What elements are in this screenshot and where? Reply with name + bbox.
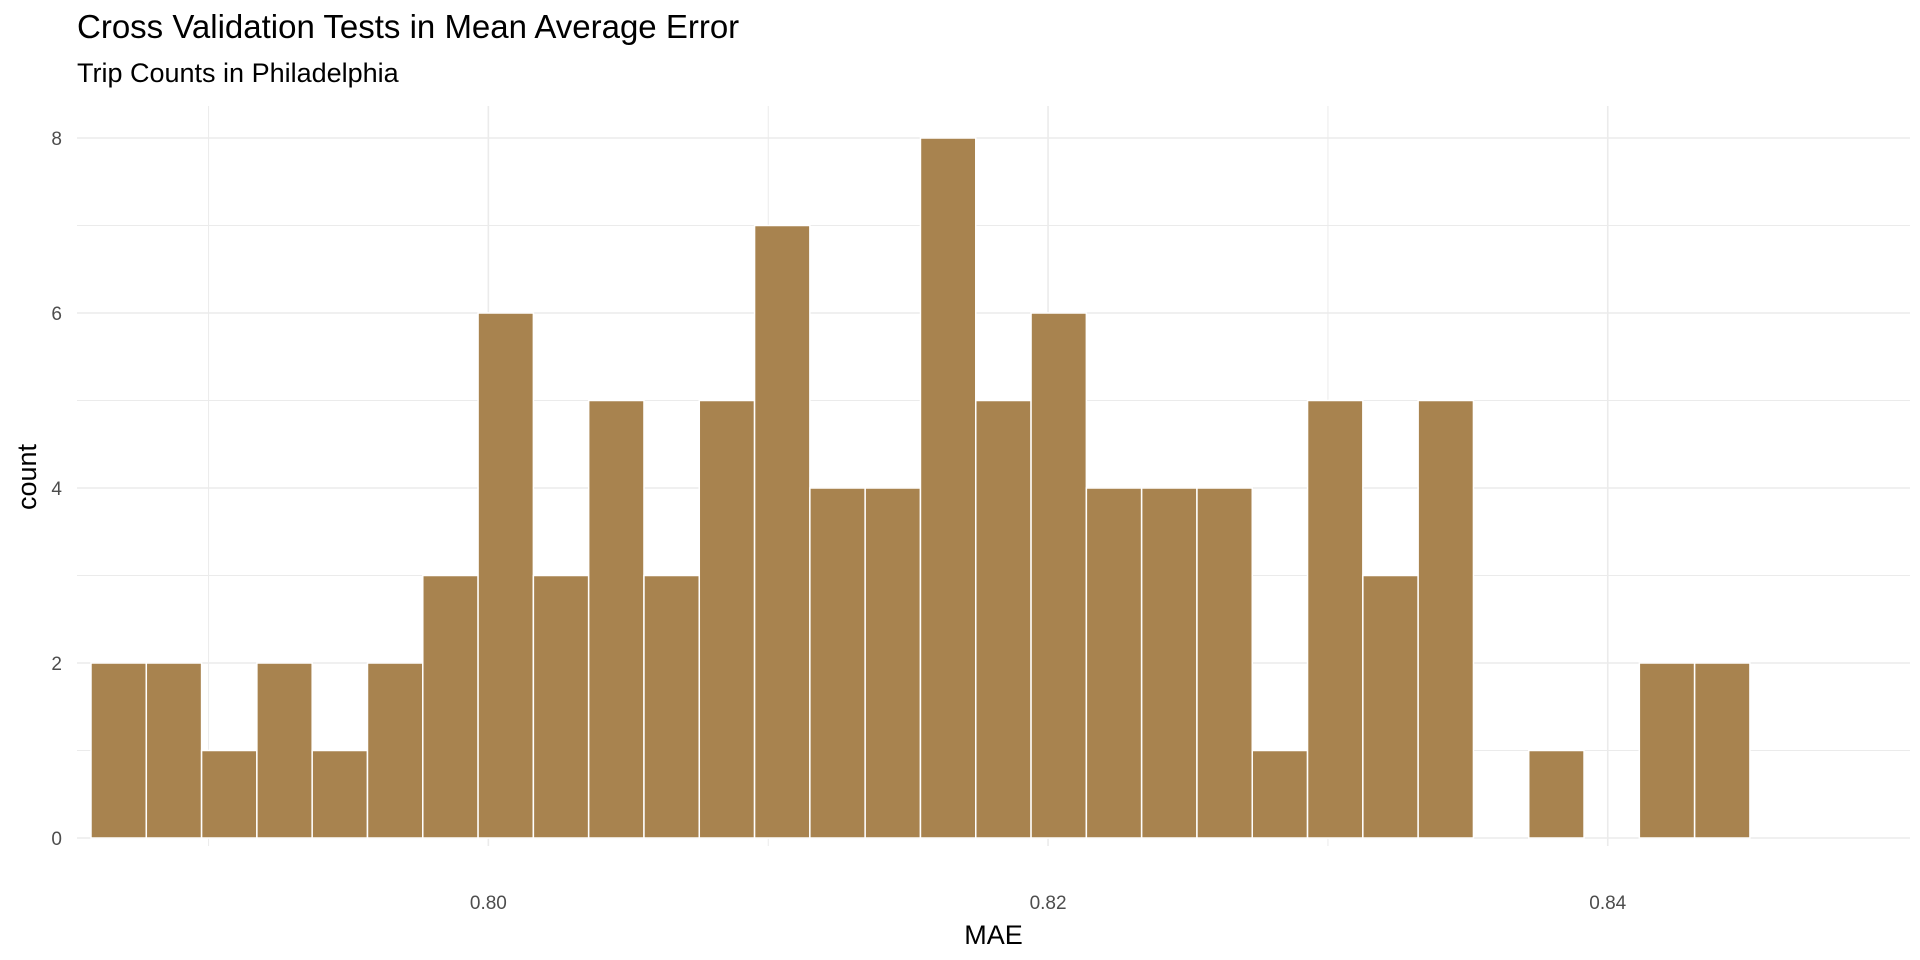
histogram-bar bbox=[919, 137, 977, 839]
histogram-bar bbox=[477, 312, 535, 839]
histogram-bar bbox=[643, 574, 701, 839]
histogram-bar bbox=[422, 574, 479, 839]
histogram-bar bbox=[975, 399, 1032, 839]
y-tick-label: 2 bbox=[51, 654, 62, 675]
histogram-bar bbox=[698, 399, 756, 839]
y-tick-label: 6 bbox=[51, 304, 62, 325]
y-tick-label: 4 bbox=[51, 479, 62, 500]
histogram-bar bbox=[1306, 399, 1364, 839]
histogram-bar bbox=[1085, 487, 1143, 839]
x-tick-label: 0.84 bbox=[1589, 893, 1626, 914]
histogram-bar bbox=[864, 487, 922, 839]
y-axis-title: count bbox=[12, 443, 42, 510]
histogram-bar bbox=[1417, 399, 1475, 839]
histogram-bar bbox=[1527, 749, 1585, 839]
histogram-bar bbox=[753, 224, 811, 839]
histogram-bar bbox=[532, 574, 590, 839]
histogram-bar bbox=[256, 662, 313, 839]
y-tick-label: 8 bbox=[51, 129, 62, 150]
histogram-bar bbox=[311, 749, 369, 839]
histogram-bar bbox=[809, 487, 866, 839]
histogram-bars bbox=[90, 137, 1751, 839]
histogram-bar bbox=[1251, 749, 1309, 839]
x-tick-label: 0.80 bbox=[470, 893, 507, 914]
x-axis-title: MAE bbox=[964, 920, 1023, 950]
x-tick-label: 0.82 bbox=[1030, 893, 1067, 914]
chart-subtitle: Trip Counts in Philadelphia bbox=[77, 58, 399, 88]
y-axis-ticks: 0 2 4 6 8 bbox=[51, 129, 62, 850]
histogram-bar bbox=[366, 662, 424, 839]
histogram-bar bbox=[1196, 487, 1253, 839]
x-axis-ticks: 0.80 0.82 0.84 bbox=[470, 893, 1627, 914]
histogram-bar bbox=[200, 749, 258, 839]
histogram-bar bbox=[1693, 662, 1751, 839]
histogram-bar bbox=[1140, 487, 1198, 839]
histogram-bar bbox=[1638, 662, 1696, 839]
histogram-bar bbox=[145, 662, 203, 839]
histogram-bar bbox=[587, 399, 645, 839]
histogram-bar bbox=[1362, 574, 1419, 839]
histogram-bar bbox=[1030, 312, 1088, 839]
y-tick-label: 0 bbox=[51, 829, 62, 850]
histogram-bar bbox=[90, 662, 148, 839]
chart-title: Cross Validation Tests in Mean Average E… bbox=[77, 8, 740, 45]
